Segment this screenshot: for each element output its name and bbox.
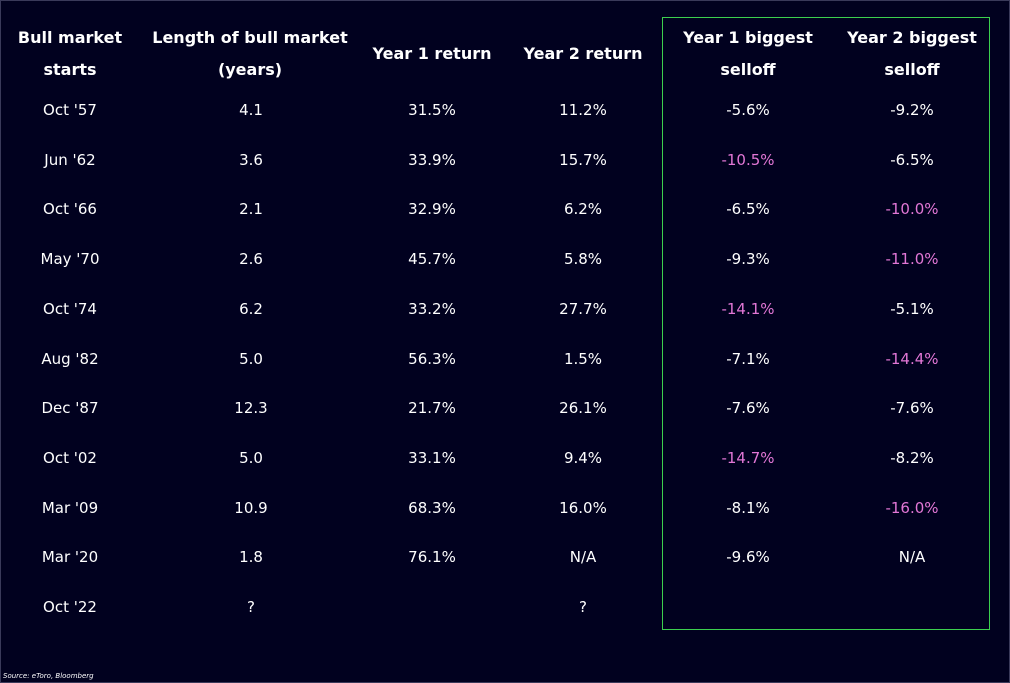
cell-length: 5.0	[239, 448, 263, 467]
cell-start: Aug '82	[41, 349, 99, 368]
cell-year1-selloff: -5.6%	[726, 101, 770, 119]
cell-year2-return: 9.4%	[563, 448, 603, 467]
cell-year2-return: 1.5%	[563, 349, 603, 368]
cell-year1-return: 45.7%	[408, 250, 456, 269]
cell-year2-return: N/A	[569, 548, 597, 567]
cell-year2-selloff: -16.0%	[885, 498, 939, 517]
cell-year2-selloff: -10.0%	[885, 200, 939, 219]
cell-length: 12.3	[234, 399, 268, 418]
cell-year2-selloff: -9.2%	[890, 101, 934, 119]
cell-start: Oct '74	[43, 299, 97, 318]
cell-year2-return: 5.8%	[563, 250, 603, 269]
cell-year1-return	[377, 597, 487, 617]
cell-year1-return: 76.1%	[408, 548, 456, 567]
cell-start: Jun '62	[44, 150, 96, 169]
cell-year2-return: 16.0%	[559, 498, 607, 517]
cell-year1-return: 21.7%	[408, 399, 456, 418]
cell-year1-return: 32.9%	[408, 200, 456, 219]
header-year1-selloff: Year 1 biggest selloff	[683, 28, 813, 79]
cell-start: Dec '87	[41, 399, 99, 418]
cell-length: 10.9	[234, 498, 268, 517]
cell-start: Oct '22	[43, 598, 97, 616]
cell-year2-selloff: -8.2%	[890, 448, 934, 467]
source-note: Source: eToro, Bloomberg	[3, 672, 94, 680]
cell-length: 4.1	[239, 101, 263, 119]
cell-year1-selloff: -7.6%	[726, 399, 770, 418]
cell-year1-selloff: -14.7%	[721, 448, 775, 467]
cell-year1-selloff	[693, 597, 803, 617]
cell-year1-selloff: -9.6%	[726, 548, 770, 567]
cell-length: 3.6	[239, 150, 263, 169]
cell-year1-return: 33.2%	[408, 299, 456, 318]
cell-year2-return: 26.1%	[559, 399, 607, 418]
cell-year2-selloff: -11.0%	[885, 250, 939, 269]
cell-length: 6.2	[239, 299, 263, 318]
cell-start: Oct '57	[43, 101, 97, 119]
cell-year2-return: ?	[579, 598, 587, 616]
header-year2-selloff: Year 2 biggest selloff	[847, 28, 977, 79]
cell-year1-return: 33.1%	[408, 448, 456, 467]
header-year1-return: Year 1 return	[372, 44, 492, 63]
cell-year2-selloff: -6.5%	[890, 150, 934, 169]
cell-year2-return: 11.2%	[559, 101, 607, 119]
cell-length: 2.1	[239, 200, 263, 219]
selloff-highlight-box	[662, 17, 990, 630]
cell-year1-return: 31.5%	[408, 101, 456, 119]
cell-year1-return: 56.3%	[408, 349, 456, 368]
cell-year2-return: 27.7%	[559, 299, 607, 318]
cell-start: Oct '66	[43, 200, 97, 219]
cell-year1-selloff: -7.1%	[726, 349, 770, 368]
cell-length: 1.8	[239, 548, 263, 567]
cell-length: ?	[247, 598, 255, 616]
cell-year1-selloff: -14.1%	[721, 299, 775, 318]
cell-year1-selloff: -9.3%	[726, 250, 770, 269]
cell-start: Mar '09	[41, 498, 99, 517]
header-year2-return: Year 2 return	[523, 44, 643, 63]
cell-start: Mar '20	[41, 548, 99, 567]
cell-year2-selloff	[857, 597, 967, 617]
cell-year2-selloff: -5.1%	[890, 299, 934, 318]
cell-year1-selloff: -8.1%	[726, 498, 770, 517]
cell-start: May '70	[40, 250, 100, 269]
cell-length: 5.0	[239, 349, 263, 368]
cell-year1-selloff: -6.5%	[726, 200, 770, 219]
cell-year1-selloff: -10.5%	[721, 150, 775, 169]
cell-length: 2.6	[239, 250, 263, 269]
cell-year1-return: 68.3%	[408, 498, 456, 517]
cell-year2-return: 6.2%	[563, 200, 603, 219]
cell-year2-selloff: -7.6%	[890, 399, 934, 418]
cell-start: Oct '02	[43, 448, 97, 467]
cell-year2-selloff: N/A	[898, 548, 926, 567]
header-length: Length of bull market (years)	[152, 28, 348, 79]
cell-year1-return: 33.9%	[408, 150, 456, 169]
cell-year2-selloff: -14.4%	[885, 349, 939, 368]
cell-year2-return: 15.7%	[559, 150, 607, 169]
header-bull-market-starts: Bull market starts	[17, 28, 123, 79]
